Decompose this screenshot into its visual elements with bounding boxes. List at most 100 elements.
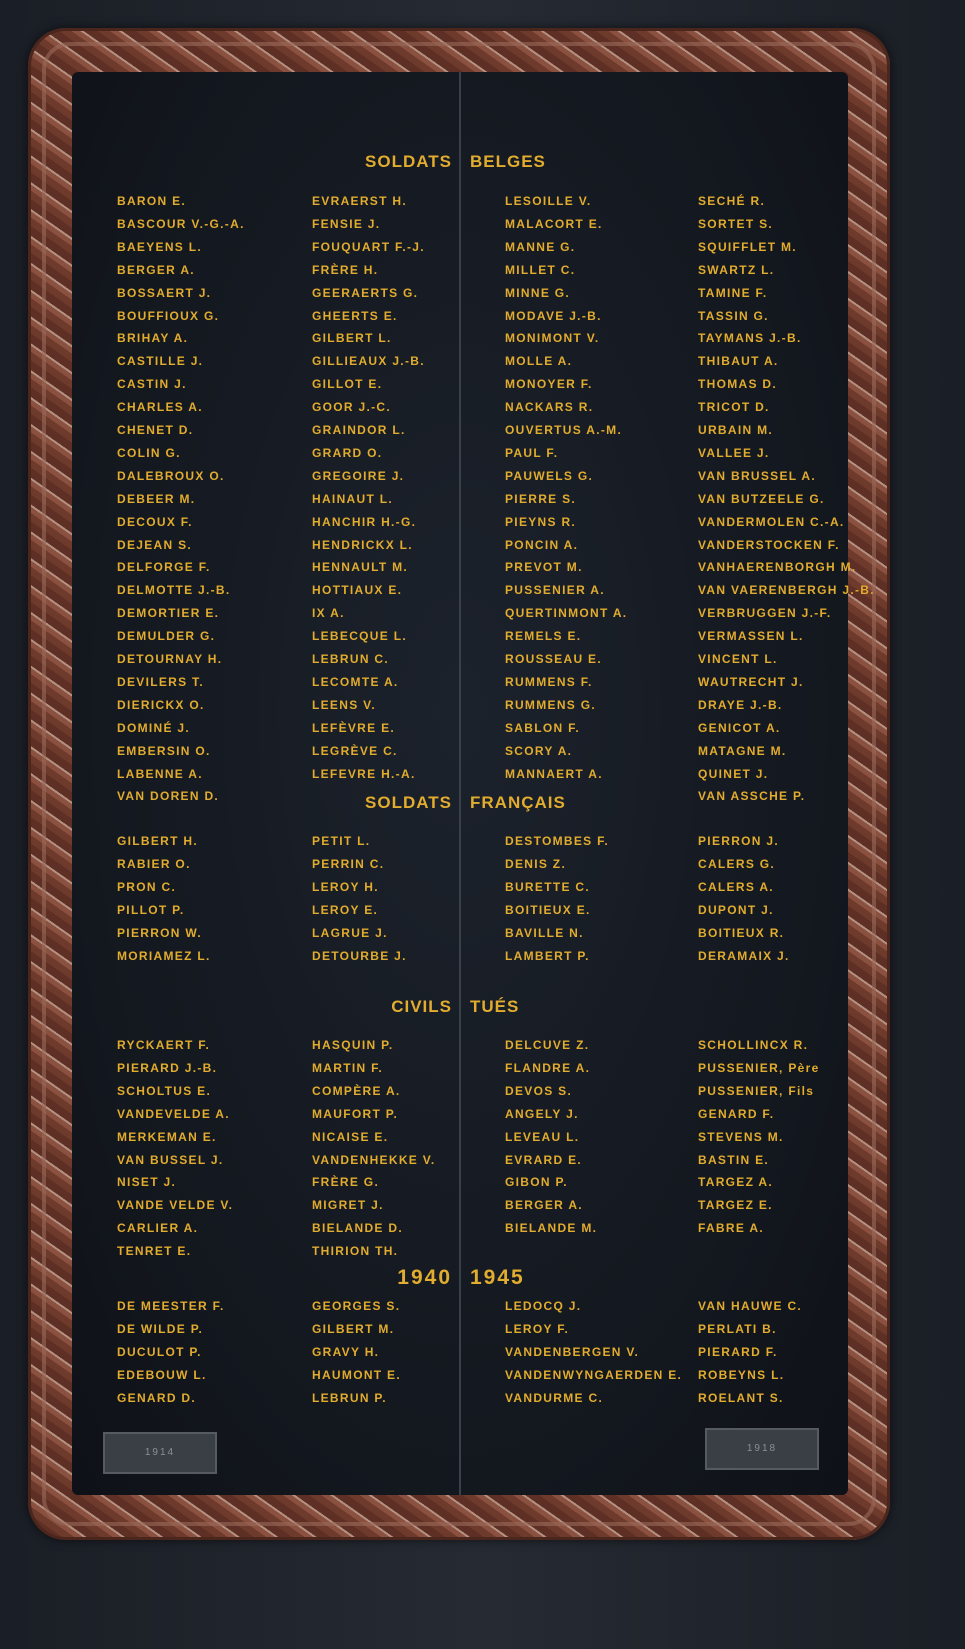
inscribed-name: VANDE VELDE V. xyxy=(117,1198,234,1213)
inscribed-name: MORIAMEZ L. xyxy=(117,948,211,963)
section-heading-left: SOLDATS xyxy=(365,152,452,171)
frame-molding xyxy=(42,42,876,1526)
inscribed-name: SCHOLTUS E. xyxy=(117,1083,212,1098)
inscribed-name: GREGOIRE J. xyxy=(312,468,405,483)
inscribed-name: VANDENHEKKE V. xyxy=(312,1152,436,1167)
inscribed-name: GILLIEAUX J.-B. xyxy=(312,354,425,369)
section-heading-left: SOLDATS xyxy=(365,793,452,812)
inscribed-name: HENDRICKX L. xyxy=(312,537,413,552)
inscribed-name: FRÈRE H. xyxy=(312,262,379,277)
inscribed-name: PETIT L. xyxy=(312,834,371,848)
inscribed-name: QUERTINMONT A. xyxy=(505,606,628,621)
inscribed-name: LEROY F. xyxy=(505,1322,570,1336)
inscribed-name: LEFEVRE H.-A. xyxy=(312,766,416,781)
inscribed-name: GRARD O. xyxy=(312,445,383,460)
inscribed-name: GOOR J.-C. xyxy=(312,400,392,415)
inscribed-name: LECOMTE A. xyxy=(312,674,399,689)
inscribed-name: DUCULOT P. xyxy=(117,1345,202,1359)
inscribed-name: GEORGES S. xyxy=(312,1299,401,1313)
inscribed-name: MINNE G. xyxy=(505,285,571,300)
inscribed-name: FOUQUART F.-J. xyxy=(312,239,425,254)
inscribed-name: MIGRET J. xyxy=(312,1198,384,1213)
inscribed-name: DE WILDE P. xyxy=(117,1322,204,1336)
inscribed-name: NICAISE E. xyxy=(312,1129,389,1144)
inscribed-name: DELMOTTE J.-B. xyxy=(117,583,231,598)
inscribed-name: DEMULDER G. xyxy=(117,629,216,644)
inscribed-name: MOLLE A. xyxy=(505,354,573,369)
inscribed-name: BASTIN E. xyxy=(698,1152,770,1167)
inscribed-name: DEMORTIER E. xyxy=(117,606,220,621)
inscribed-name: VERMASSEN L. xyxy=(698,629,804,644)
inscribed-name: PRON C. xyxy=(117,879,177,894)
inscribed-name: THIBAUT A. xyxy=(698,354,779,369)
inscribed-name: MONOYER F. xyxy=(505,377,593,392)
section-heading-left: CIVILS xyxy=(391,997,452,1016)
inscribed-name: FRÈRE G. xyxy=(312,1175,380,1190)
inscribed-name: DOMINÉ J. xyxy=(117,720,191,735)
inscribed-name: DEBEER M. xyxy=(117,491,196,506)
section-heading-right: BELGES xyxy=(470,152,546,171)
inscribed-name: EVRAERST H. xyxy=(312,194,407,208)
inscribed-name: VANDERSTOCKEN F. xyxy=(698,537,840,552)
inscribed-name: LEBRUN C. xyxy=(312,652,390,666)
inscribed-name: FLANDRE A. xyxy=(505,1060,591,1075)
section-heading-left: 1940 xyxy=(397,1266,452,1289)
inscribed-name: EVRARD E. xyxy=(505,1152,583,1167)
inscribed-name: THOMAS D. xyxy=(698,377,778,392)
inscribed-name: FABRE A. xyxy=(698,1221,764,1236)
inscribed-name: SECHÉ R. xyxy=(698,194,766,208)
inscribed-name: HAINAUT L. xyxy=(312,491,393,506)
inscribed-name: LEROY E. xyxy=(312,902,379,917)
inscribed-name: BOITIEUX E. xyxy=(505,902,591,917)
inscribed-name: IX A. xyxy=(312,606,345,621)
inscribed-name: BERGER A. xyxy=(505,1198,583,1213)
inscribed-name: NISET J. xyxy=(117,1175,177,1190)
inscribed-name: GRAINDOR L. xyxy=(312,423,406,437)
inscribed-name: BERGER A. xyxy=(117,262,195,277)
inscribed-name: LESOILLE V. xyxy=(505,194,592,208)
inscribed-name: DEVILERS T. xyxy=(117,674,204,689)
inscribed-name: GILBERT L. xyxy=(312,331,392,346)
inscribed-name: VALLEE J. xyxy=(698,445,770,460)
inscribed-name: TENRET E. xyxy=(117,1244,192,1259)
inscribed-name: GENARD D. xyxy=(117,1391,197,1405)
inscribed-name: ROBEYNS L. xyxy=(698,1368,785,1382)
inscribed-name: PILLOT P. xyxy=(117,902,185,917)
inscribed-name: COMPÈRE A. xyxy=(312,1083,401,1098)
plaque-left: 1914 xyxy=(103,1432,217,1474)
inscribed-name: CASTILLE J. xyxy=(117,354,204,369)
inscribed-name: GILLOT E. xyxy=(312,377,383,392)
inscribed-name: WAUTRECHT J. xyxy=(698,674,804,689)
inscribed-name: LEBRUN P. xyxy=(312,1391,387,1405)
inscribed-name: GRAVY H. xyxy=(312,1345,380,1359)
inscribed-name: HANCHIR H.-G. xyxy=(312,514,417,529)
inscribed-name: ROELANT S. xyxy=(698,1391,784,1405)
inscribed-name: ANGELY J. xyxy=(505,1106,579,1121)
inscribed-name: CALERS G. xyxy=(698,856,776,871)
inscribed-name: CHENET D. xyxy=(117,423,194,437)
inscribed-name: VAN DOREN D. xyxy=(117,789,220,804)
inscribed-name: RUMMENS G. xyxy=(505,697,596,712)
inscribed-name: DE MEESTER F. xyxy=(117,1299,225,1313)
inscribed-name: MAUFORT P. xyxy=(312,1106,399,1121)
inscribed-name: SQUIFFLET M. xyxy=(698,239,797,254)
inscribed-name: EDEBOUW L. xyxy=(117,1368,207,1382)
inscribed-name: SCHOLLINCX R. xyxy=(698,1038,809,1052)
inscribed-name: BAEYENS L. xyxy=(117,239,203,254)
inscribed-name: MODAVE J.-B. xyxy=(505,308,602,323)
inscribed-name: LEVEAU L. xyxy=(505,1129,580,1144)
inscribed-name: GENICOT A. xyxy=(698,720,781,735)
inscribed-name: VANDERMOLEN C.-A. xyxy=(698,514,845,529)
inscribed-name: TARGEZ A. xyxy=(698,1175,774,1190)
inscribed-name: TRICOT D. xyxy=(698,400,770,415)
inscribed-name: BAVILLE N. xyxy=(505,925,584,940)
inscribed-name: PIERRON W. xyxy=(117,925,203,940)
inscribed-name: TARGEZ E. xyxy=(698,1198,773,1213)
inscribed-name: LEGRÈVE C. xyxy=(312,743,398,758)
inscribed-name: VAN BRUSSEL A. xyxy=(698,468,816,483)
inscribed-name: DERAMAIX J. xyxy=(698,948,790,963)
inscribed-name: GENARD F. xyxy=(698,1106,775,1121)
inscribed-name: LEBECQUE L. xyxy=(312,629,407,644)
inscribed-name: DESTOMBES F. xyxy=(505,834,610,848)
inscribed-name: URBAIN M. xyxy=(698,423,774,437)
